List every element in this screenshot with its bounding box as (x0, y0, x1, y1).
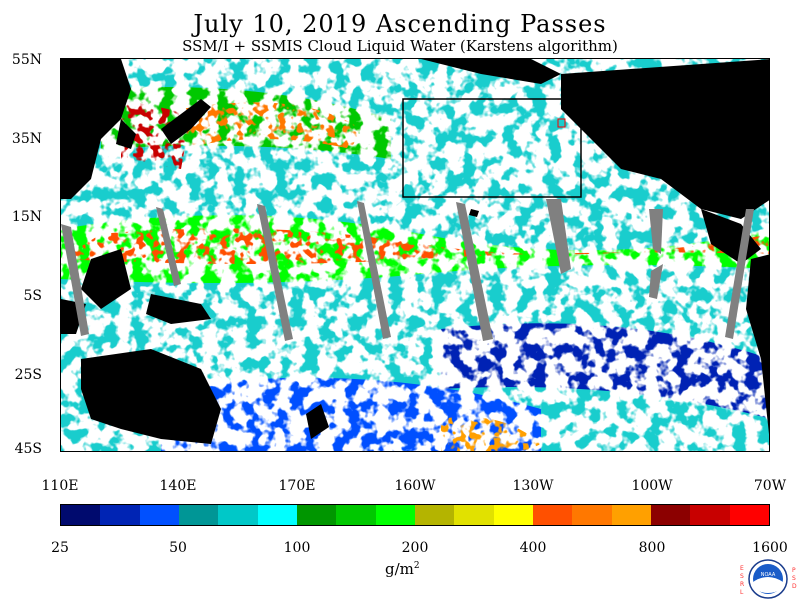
colorbar-label-800: 800 (638, 540, 666, 556)
colorbar-label-25: 25 (51, 540, 69, 556)
lon-label-100w: 100W (631, 478, 673, 494)
colorbar-cell (414, 505, 455, 525)
colorbar-cell (296, 505, 337, 525)
colorbar-label-100: 100 (283, 540, 311, 556)
lat-label-15n: 15N (11, 209, 42, 225)
colorbar-label-50: 50 (169, 540, 187, 556)
map-subtitle: SSM/I + SSMIS Cloud Liquid Water (Karste… (182, 37, 618, 55)
map-canvas (61, 59, 769, 451)
colorbar-cell (611, 505, 651, 525)
lat-label-5s: 5S (23, 288, 43, 304)
lon-label-160w: 160W (394, 478, 436, 494)
colorbar-cell (100, 505, 140, 525)
noaa-esrl-psd-logo: NOAA E S R L P S D (740, 559, 797, 599)
land (61, 59, 769, 444)
colorbar-cell (454, 505, 494, 525)
missing-swaths (61, 199, 754, 341)
cloud-liquid-water-map (60, 58, 770, 452)
lat-label-55n: 55N (11, 52, 42, 68)
colorbar (60, 504, 770, 526)
colorbar-label-1600: 1600 (752, 540, 788, 556)
colorbar-label-200: 200 (401, 540, 429, 556)
colorbar-cell (572, 505, 612, 525)
colorbar-cell (257, 505, 297, 525)
lat-label-35n: 35N (11, 131, 42, 147)
colorbar-cell (178, 505, 219, 525)
colorbar-cell (61, 505, 101, 525)
map-title: July 10, 2019 Ascending Passes (193, 10, 607, 38)
unit-main: g/m (385, 560, 414, 578)
svg-text:L: L (740, 589, 744, 596)
lon-label-70w: 70W (753, 478, 787, 494)
lon-label-130w: 130W (512, 478, 554, 494)
subregion-box (402, 98, 582, 198)
colorbar-label-400: 400 (519, 540, 547, 556)
colorbar-cell (729, 505, 769, 525)
colorbar-cell (532, 505, 573, 525)
lat-label-25s: 25S (14, 367, 42, 383)
colorbar-cell (336, 505, 376, 525)
svg-text:NOAA: NOAA (761, 572, 776, 578)
svg-text:R: R (740, 581, 744, 588)
lon-label-140e: 140E (159, 478, 197, 494)
colorbar-cell (218, 505, 258, 525)
unit-exponent: 2 (413, 561, 420, 571)
colorbar-cell (375, 505, 415, 525)
lon-label-170e: 170E (278, 478, 316, 494)
svg-text:P: P (792, 567, 796, 574)
marker-box (557, 118, 566, 128)
lon-label-110e: 110E (41, 478, 79, 494)
colorbar-cell (139, 505, 179, 525)
svg-text:S: S (792, 575, 796, 582)
svg-text:D: D (792, 583, 797, 590)
lat-label-45s: 45S (14, 441, 42, 457)
colorbar-cell (493, 505, 533, 525)
svg-text:S: S (740, 573, 744, 580)
unit-label: g/m2 (385, 560, 420, 578)
heavy-cloud-field (61, 99, 769, 451)
colorbar-cell (650, 505, 691, 525)
svg-text:E: E (740, 565, 744, 572)
colorbar-cell (690, 505, 730, 525)
